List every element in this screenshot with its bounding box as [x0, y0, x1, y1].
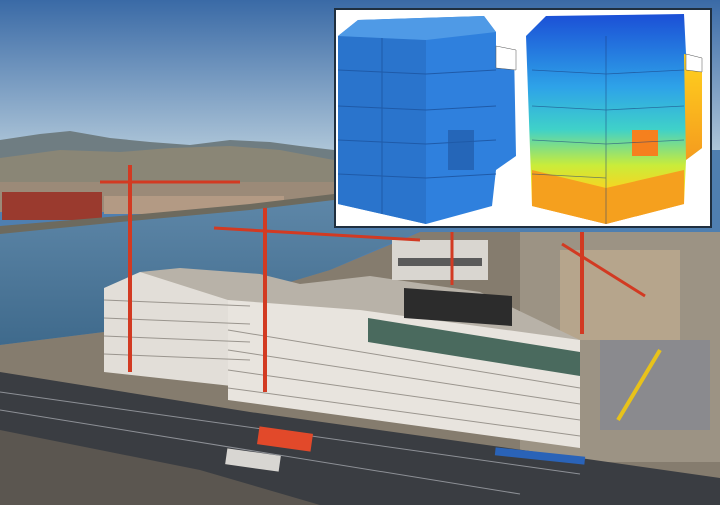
- building-mesh-model: [337, 16, 517, 224]
- building-heatmap-model: [526, 14, 703, 224]
- rooftop-structure-windows: [398, 258, 482, 266]
- far-embankment: [0, 194, 334, 234]
- building-window-rows: [103, 299, 581, 437]
- truck: [257, 426, 313, 452]
- rail-tracks: [0, 430, 320, 505]
- crane-left: [100, 165, 240, 372]
- crane-center: [213, 208, 421, 392]
- yard-materials: [600, 340, 710, 430]
- simulation-renders: [337, 14, 703, 224]
- building-glass-level: [368, 318, 580, 376]
- yard-dirt: [560, 250, 680, 340]
- crane-right: [561, 232, 646, 334]
- blue-fence: [494, 447, 586, 465]
- simulation-inset: [334, 8, 712, 228]
- red-building: [2, 192, 102, 220]
- building-dark-box: [404, 288, 512, 326]
- truck-trailer: [225, 448, 281, 472]
- crane-yellow: [616, 348, 662, 422]
- building-main-block: [228, 290, 580, 448]
